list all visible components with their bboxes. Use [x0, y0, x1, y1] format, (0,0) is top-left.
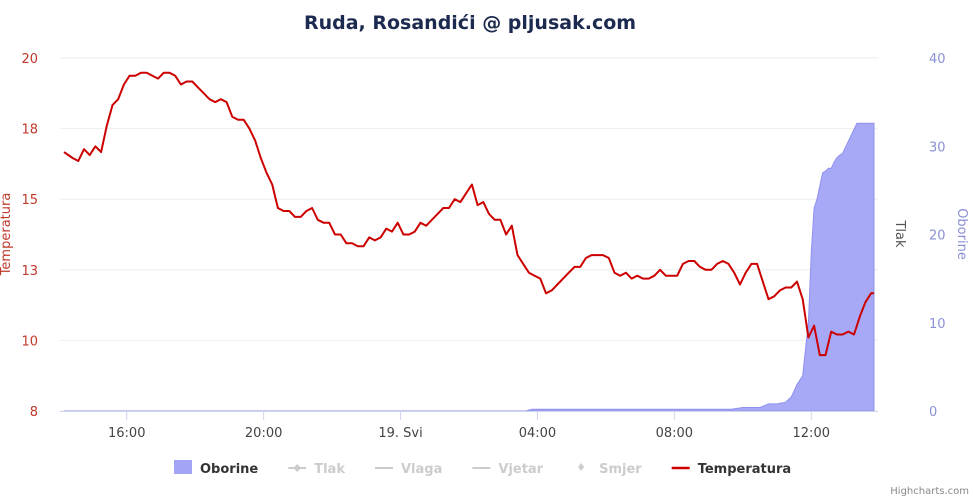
y-right-tick-label: 20	[929, 229, 946, 244]
y-left-tick-label: 8	[30, 405, 38, 420]
y-axis-tlak-label: Tlak	[892, 219, 907, 248]
y-right-tick-label: 30	[929, 140, 946, 155]
x-tick-label: 12:00	[793, 426, 830, 441]
x-tick-label: 08:00	[656, 426, 693, 441]
legend-symbol-marker	[293, 464, 302, 472]
y-right-tick-label: 0	[929, 405, 937, 420]
x-tick-label: 04:00	[519, 426, 556, 441]
legend: Oborine Tlak Vlaga Vjetar Smjer Temperatura	[174, 460, 791, 477]
chart-credit[interactable]: Highcharts.com	[890, 486, 969, 497]
legend-label: Vjetar	[498, 462, 543, 477]
legend-item-oborine[interactable]: Oborine	[174, 460, 258, 477]
grid-layer	[60, 57, 878, 412]
y-left-tick-label: 10	[21, 334, 38, 349]
y-axis-left-label: Temperatura	[0, 193, 14, 277]
y-left-tick-label: 18	[21, 123, 38, 138]
x-tick-label: 19. Svi	[378, 426, 422, 441]
series-temperatura-line	[63, 71, 874, 357]
chart-title: Ruda, Rosandići @ pljusak.com	[304, 12, 636, 34]
legend-label: Temperatura	[698, 462, 791, 477]
line-layer	[63, 71, 874, 357]
legend-label: Vlaga	[401, 462, 442, 477]
legend-label: Tlak	[314, 462, 345, 477]
legend-symbol	[174, 460, 192, 474]
y-right-tick-label: 40	[929, 52, 946, 67]
legend-item-smjer[interactable]: Smjer	[578, 462, 642, 477]
legend-item-vlaga[interactable]: Vlaga	[374, 462, 442, 477]
legend-label: Smjer	[599, 462, 642, 477]
series-oborine-area	[64, 122, 875, 412]
axis-layer: 8 10 13 15 18 20 0 10 20 30 40 16:00 20:00 19. Svi 04:…	[21, 52, 945, 441]
x-tick-label: 16:00	[108, 426, 145, 441]
legend-label: Oborine	[200, 462, 258, 477]
y-right-tick-label: 10	[929, 317, 946, 332]
area-layer	[64, 122, 875, 412]
legend-item-temperatura[interactable]: Temperatura	[671, 462, 791, 477]
y-axis-right-label: Oborine	[954, 208, 969, 260]
legend-symbol	[578, 463, 585, 471]
x-tick-label: 20:00	[245, 426, 282, 441]
y-left-tick-label: 20	[21, 52, 38, 67]
legend-item-vjetar[interactable]: Vjetar	[472, 462, 544, 477]
legend-item-tlak[interactable]: Tlak	[288, 462, 345, 477]
y-left-tick-label: 13	[21, 264, 38, 279]
y-left-tick-label: 15	[21, 193, 38, 208]
